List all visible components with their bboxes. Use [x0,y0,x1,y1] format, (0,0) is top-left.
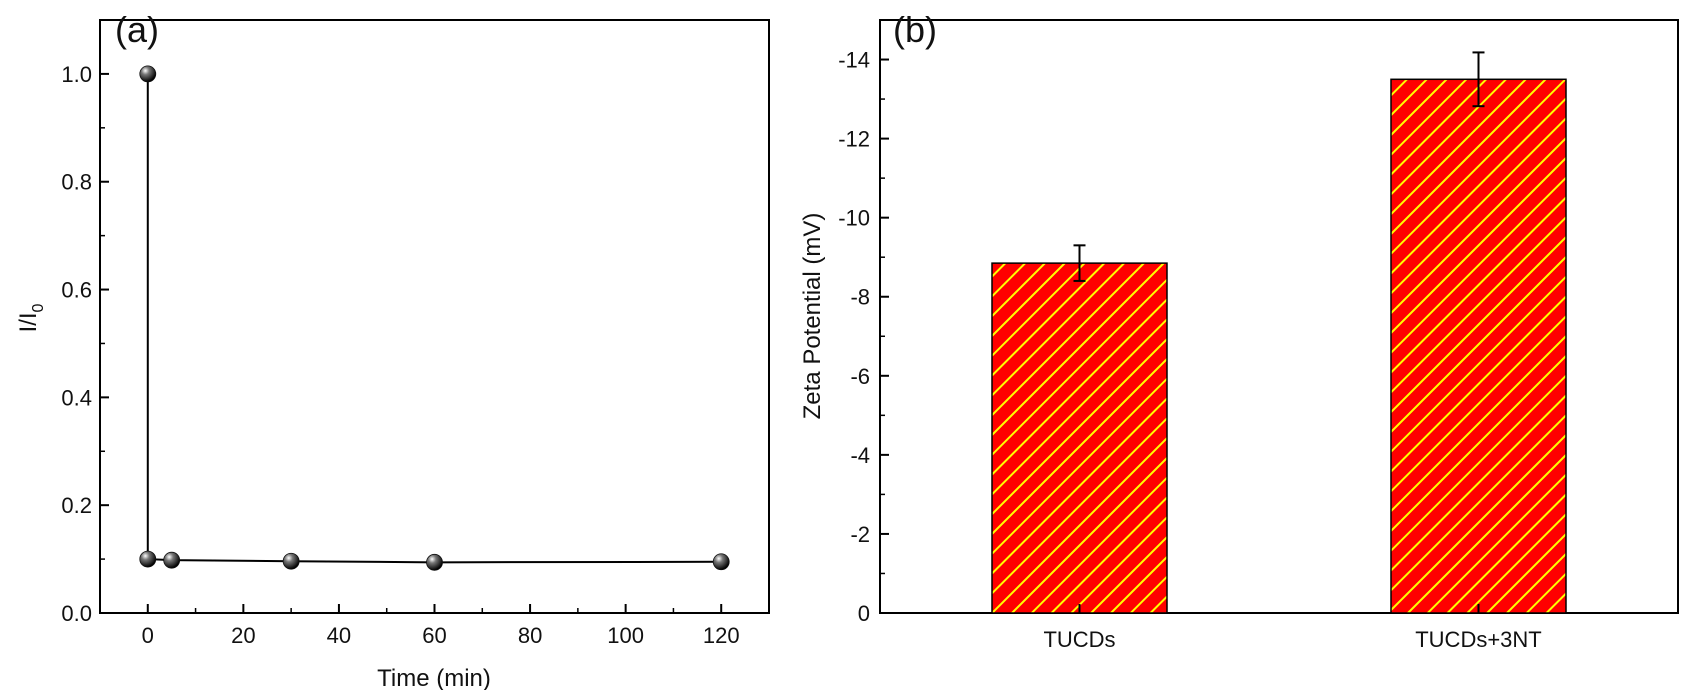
panel-b-x-tick-label: TUCDs+3NT [1415,627,1542,652]
panel-a-x-tick-label: 120 [703,623,740,648]
panel-b-y-tick-label: -10 [838,206,870,231]
panel-b-y-tick-label: -8 [850,285,870,310]
panel-a-y-axis-title: I/I0 [15,303,47,332]
panel-b-y-tick-label: 0 [858,601,870,626]
panel-b-x-tick-label: TUCDs [1043,627,1115,652]
panel-a-series [139,65,730,571]
panel-a-y-tick-label: 0.2 [61,493,92,518]
panel-a-x-tick-label: 40 [327,623,351,648]
panel-a-x-tick-label: 80 [518,623,542,648]
panel-b-bars [991,51,1567,614]
panel-b-frame [879,19,1679,614]
panel-b-y-tick-label: -6 [850,364,870,389]
panel-b-chart: 0 -2 -4 -6 -8 -10 -12 -14 TUCDs TUCDs+3NT (b) Ze… [799,9,1679,652]
panel-b-bar [991,262,1168,614]
panel-a-data-point [426,553,443,571]
panel-a-data-point [282,552,300,570]
panel-a-frame [99,19,770,614]
panel-a-y-tick-label: 1.0 [61,62,92,87]
panel-a-x-ticks: 0 20 40 60 80 100 120 [99,604,770,648]
panel-a-data-point [139,550,157,568]
panel-b-x-ticks: TUCDs TUCDs+3NT [1043,604,1542,652]
panel-a-series-line [146,73,722,564]
panel-a-label: (a) [115,9,159,50]
panel-a-y-axis-title-subscript: 0 [30,303,47,312]
panel-a-x-axis-title: Time (min) [377,665,491,690]
panel-a-y-ticks: 0.0 0.2 0.4 0.6 0.8 1.0 [61,19,109,626]
panel-a-chart: 0.0 0.2 0.4 0.6 0.8 1.0 0 20 40 60 80 100 120 (a) T… [15,9,770,690]
panel-a-x-tick-label: 20 [231,623,255,648]
panel-a-y-tick-label: 0.4 [61,385,92,410]
panel-b-y-axis-title: Zeta Potential (mV) [799,213,826,420]
panel-a-y-tick-label: 0.8 [61,170,92,195]
panel-a-y-tick-label: 0.6 [61,278,92,303]
panel-b-label: (b) [893,9,937,50]
panel-a-data-point [712,553,730,571]
panel-a-x-tick-label: 60 [422,623,446,648]
panel-b-bar [1390,78,1567,614]
panel-b-y-tick-label: -12 [838,127,870,152]
panel-b-y-tick-label: -4 [850,443,870,468]
panel-b-y-tick-label: -2 [850,522,870,547]
panel-a-data-point [163,551,181,569]
panel-a-x-tick-label: 0 [142,623,154,648]
panel-a-y-tick-label: 0.0 [61,601,92,626]
panel-a-data-point [139,65,157,83]
panel-b-y-ticks: 0 -2 -4 -6 -8 -10 -12 -14 [838,19,889,626]
panel-b-y-tick-label: -14 [838,48,870,73]
panel-a-y-axis-title-main: I/I [15,312,42,332]
panel-a-x-tick-label: 100 [607,623,644,648]
